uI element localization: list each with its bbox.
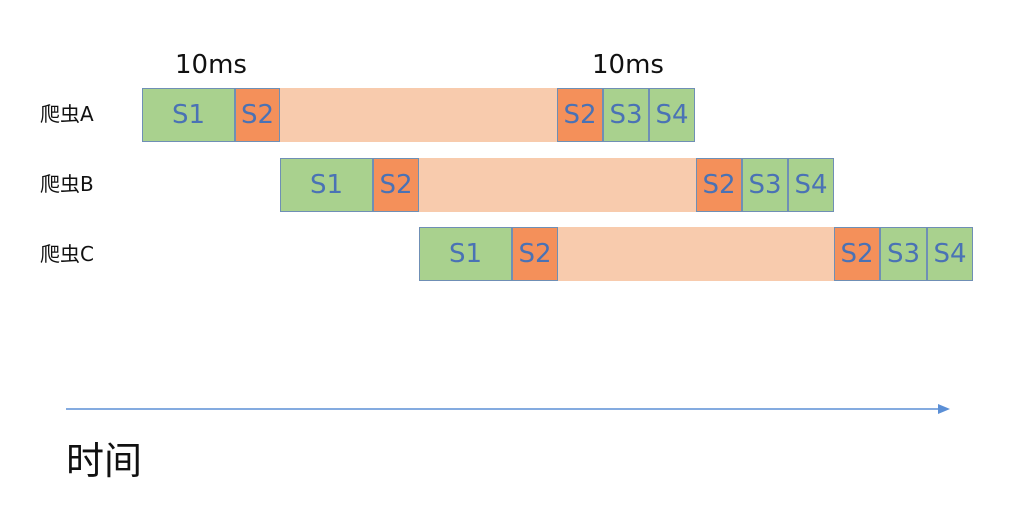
row-b-stage-s2: S2	[373, 158, 419, 212]
row-c-stage-s3: S3	[880, 227, 927, 281]
row-c-wait	[558, 227, 834, 281]
row-b-stage-s4: S4	[788, 158, 834, 212]
row-c-stage-s4: S4	[927, 227, 973, 281]
row-label-a: 爬虫A	[40, 102, 94, 126]
duration-label-s1: 10ms	[175, 50, 247, 80]
row-b-wait	[419, 158, 696, 212]
row-c-stage-s2: S2	[512, 227, 558, 281]
row-a-stage-s2-resume: S2	[557, 88, 603, 142]
arrow-right-icon	[938, 404, 950, 414]
row-a-stage-s4: S4	[649, 88, 695, 142]
row-c-stage-s2-resume: S2	[834, 227, 880, 281]
duration-label-wait: 10ms	[592, 50, 664, 80]
row-b-stage-s2-resume: S2	[696, 158, 742, 212]
row-a-wait	[280, 88, 557, 142]
row-label-c: 爬虫C	[40, 242, 94, 266]
row-a-stage-s2: S2	[235, 88, 280, 142]
row-a-stage-s1: S1	[142, 88, 235, 142]
row-label-b: 爬虫B	[40, 172, 94, 196]
row-b-stage-s1: S1	[280, 158, 373, 212]
row-c-stage-s1: S1	[419, 227, 512, 281]
time-axis-label: 时间	[66, 439, 143, 483]
row-a-stage-s3: S3	[603, 88, 649, 142]
row-b-stage-s3: S3	[742, 158, 788, 212]
